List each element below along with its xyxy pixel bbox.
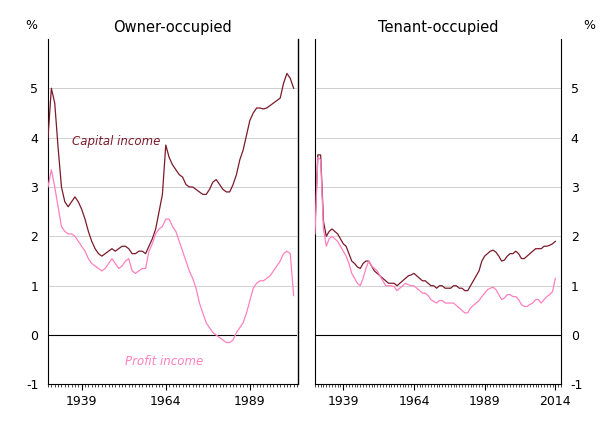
Text: Capital income: Capital income [71,135,160,148]
Title: Tenant-occupied: Tenant-occupied [378,20,498,35]
Text: Profit income: Profit income [125,355,203,368]
Title: Owner-occupied: Owner-occupied [113,20,232,35]
Text: %: % [26,19,38,32]
Text: %: % [583,19,595,32]
